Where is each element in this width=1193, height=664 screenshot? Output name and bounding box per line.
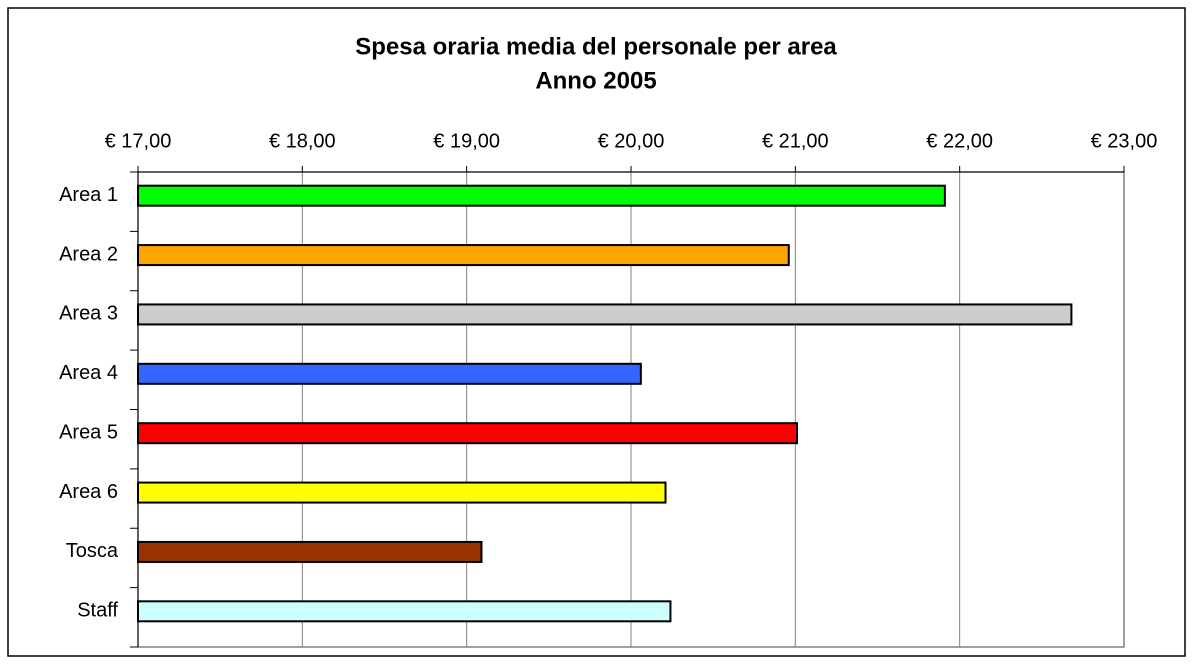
y-tick-label: Area 2 [59,243,118,265]
bar [137,303,1073,326]
x-tick-label: € 22,00 [926,130,993,152]
bar [137,481,667,504]
x-tick-label: € 19,00 [433,130,500,152]
x-tick-label: € 17,00 [105,130,172,152]
y-tick-label: Staff [77,600,118,622]
y-tick-label: Area 5 [59,421,118,443]
y-tick-label: Area 4 [59,362,118,384]
chart-subtitle: Anno 2005 [535,67,656,94]
bar [137,540,483,563]
bar [137,184,946,207]
x-tick-label: € 20,00 [598,130,665,152]
bar [137,600,672,623]
x-tick-label: € 21,00 [762,130,829,152]
bar [137,422,798,445]
y-tick-label: Tosca [66,540,119,562]
chart-title: Spesa oraria media del personale per are… [355,33,837,60]
y-tick-label: Area 3 [59,303,118,325]
bar [137,244,790,267]
x-tick-label: € 23,00 [1091,130,1158,152]
y-tick-label: Area 6 [59,481,118,503]
x-tick-label: € 18,00 [269,130,336,152]
bar [137,362,642,385]
y-tick-label: Area 1 [59,184,118,206]
